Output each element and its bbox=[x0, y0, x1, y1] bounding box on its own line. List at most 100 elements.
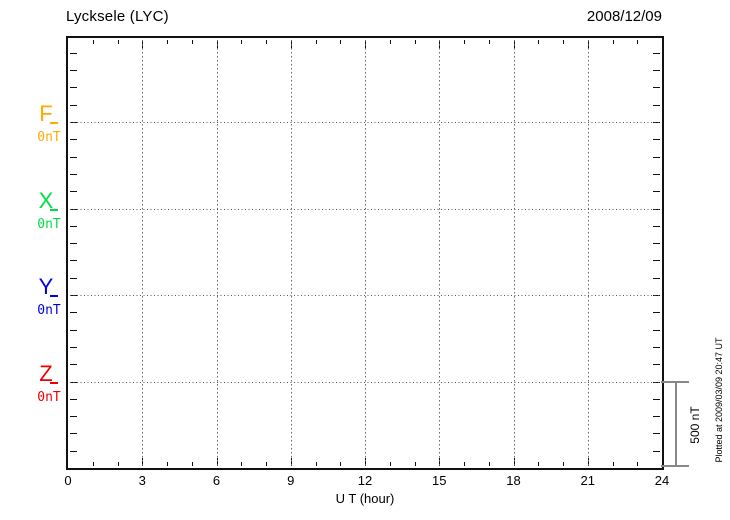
y-tick-left bbox=[70, 260, 77, 262]
y-tick-left bbox=[70, 277, 77, 279]
y-tick-left bbox=[70, 191, 77, 193]
y-tick-right bbox=[653, 260, 660, 262]
x-tick-top bbox=[563, 40, 564, 44]
y-tick-left bbox=[70, 346, 77, 348]
vertical-gridline bbox=[439, 40, 441, 466]
y-tick-right bbox=[653, 450, 660, 452]
x-tick-label: 9 bbox=[287, 473, 295, 488]
y-tick-right bbox=[653, 173, 660, 175]
vertical-gridline bbox=[290, 40, 292, 466]
x-tick-bottom bbox=[340, 462, 342, 466]
x-tick-top bbox=[167, 40, 168, 44]
channel-offset-label-Z: 0nT bbox=[37, 389, 61, 405]
y-tick-right bbox=[653, 104, 660, 106]
vertical-gridline bbox=[513, 40, 515, 466]
y-tick-left bbox=[70, 156, 77, 158]
x-tick-top bbox=[414, 40, 416, 44]
y-tick-left bbox=[70, 70, 77, 72]
y-tick-left bbox=[70, 173, 77, 175]
y-tick-left bbox=[70, 450, 77, 452]
y-tick-right bbox=[653, 87, 660, 89]
channel-label-Y: Y bbox=[38, 274, 54, 299]
scale-bar-bottom-cap bbox=[661, 465, 689, 467]
y-tick-left bbox=[70, 87, 77, 89]
y-tick-left bbox=[70, 433, 77, 435]
x-tick-top bbox=[464, 40, 465, 44]
x-tick-top bbox=[340, 40, 342, 44]
x-axis-title: U T (hour) bbox=[335, 491, 395, 506]
x-tick-bottom bbox=[538, 462, 540, 466]
x-tick-top bbox=[637, 40, 639, 44]
y-tick-right bbox=[653, 243, 660, 245]
channel-offset-label-Y: 0nT bbox=[37, 303, 61, 318]
y-tick-right bbox=[653, 225, 660, 227]
x-tick-label: 12 bbox=[357, 473, 373, 488]
x-tick-bottom bbox=[315, 462, 317, 466]
y-tick-right bbox=[653, 329, 660, 331]
x-tick-bottom bbox=[414, 462, 416, 466]
x-tick-top bbox=[612, 40, 614, 44]
vertical-gridline bbox=[365, 40, 366, 466]
x-tick-top bbox=[92, 40, 94, 44]
x-tick-top bbox=[266, 40, 267, 44]
x-tick-top bbox=[315, 40, 317, 44]
y-tick-right bbox=[653, 398, 660, 400]
y-tick-right bbox=[653, 364, 660, 366]
x-tick-top bbox=[191, 40, 193, 44]
y-tick-left bbox=[70, 139, 77, 141]
y-tick-left bbox=[70, 52, 77, 54]
y-tick-left bbox=[70, 416, 77, 418]
y-tick-left bbox=[70, 329, 77, 331]
x-tick-top bbox=[538, 40, 540, 44]
x-tick-top bbox=[241, 40, 243, 44]
channel-offset-label-F: 0nT bbox=[37, 130, 61, 145]
channel-zero-gridline bbox=[70, 295, 660, 296]
scale-bar-top-cap bbox=[661, 381, 689, 383]
vertical-gridline bbox=[216, 40, 218, 466]
vertical-gridline bbox=[587, 40, 589, 466]
x-tick-label: 3 bbox=[138, 473, 146, 488]
y-tick-left bbox=[70, 398, 77, 400]
y-tick-right bbox=[653, 52, 660, 54]
x-tick-bottom bbox=[167, 462, 168, 466]
scale-bar-label: 500 nT bbox=[688, 406, 702, 444]
x-tick-label: 6 bbox=[212, 473, 221, 488]
scale-bar-line bbox=[675, 382, 677, 467]
x-tick-label: 0 bbox=[64, 473, 72, 488]
x-tick-bottom bbox=[637, 462, 639, 466]
x-tick-bottom bbox=[464, 462, 465, 466]
y-tick-left bbox=[70, 225, 77, 227]
y-tick-right bbox=[653, 346, 660, 348]
channel-offset-label-X: 0nT bbox=[37, 216, 61, 232]
plotted-at-note: Plotted at 2009/03/09 20:47 UT bbox=[714, 337, 724, 463]
x-tick-bottom bbox=[612, 462, 614, 466]
channel-zero-gridline bbox=[70, 381, 660, 383]
y-tick-left bbox=[70, 364, 77, 366]
x-tick-bottom bbox=[117, 462, 119, 466]
y-tick-left bbox=[70, 312, 77, 314]
x-tick-label: 24 bbox=[654, 473, 670, 488]
y-tick-right bbox=[653, 156, 660, 158]
x-tick-label: 21 bbox=[580, 473, 595, 488]
y-tick-right bbox=[653, 191, 660, 193]
channel-zero-marker-F bbox=[50, 122, 58, 124]
channel-label-F: F bbox=[39, 101, 53, 126]
x-tick-bottom bbox=[389, 462, 391, 466]
y-tick-left bbox=[70, 104, 77, 106]
x-tick-label: 18 bbox=[506, 473, 521, 488]
y-tick-right bbox=[653, 312, 660, 314]
channel-zero-marker-Y bbox=[50, 295, 58, 297]
channel-zero-gridline bbox=[70, 208, 660, 210]
x-tick-bottom bbox=[563, 462, 564, 466]
channel-label-X: X bbox=[38, 187, 54, 213]
chart-title: Lycksele (LYC) bbox=[66, 8, 169, 25]
x-tick-bottom bbox=[266, 462, 267, 466]
y-tick-left bbox=[70, 243, 77, 245]
x-tick-top bbox=[389, 40, 391, 44]
x-tick-bottom bbox=[241, 462, 243, 466]
x-tick-top bbox=[488, 40, 490, 44]
x-tick-bottom bbox=[191, 462, 193, 466]
y-tick-right bbox=[653, 277, 660, 279]
x-tick-bottom bbox=[488, 462, 490, 466]
